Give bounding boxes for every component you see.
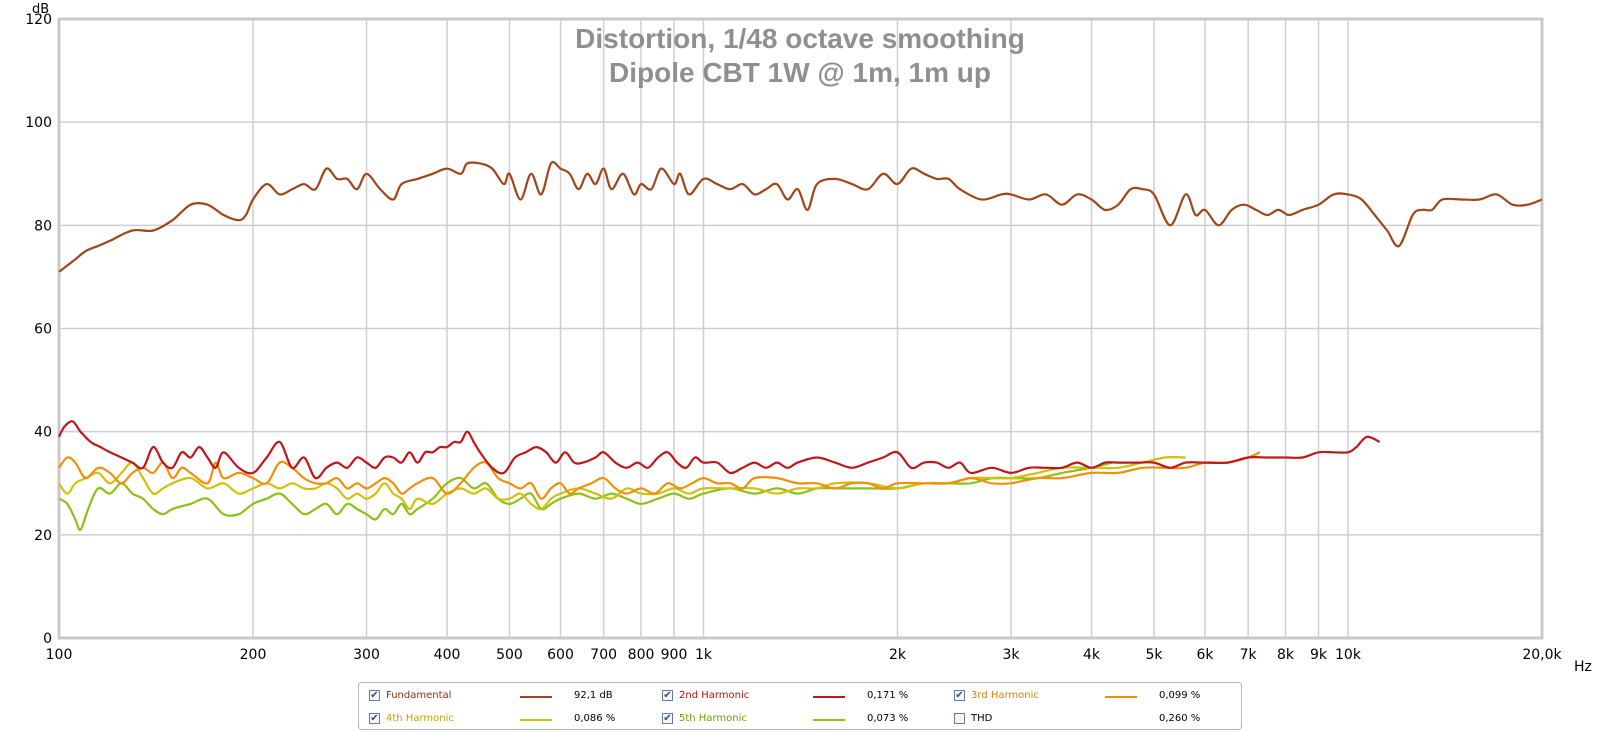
series-4th-harmonic-line bbox=[58, 456, 1186, 511]
checkbox-thd[interactable] bbox=[954, 713, 965, 724]
legend-value: 0,099 % bbox=[1159, 690, 1201, 701]
y-tick-label: 60 bbox=[34, 322, 52, 338]
legend-item-3rd-harmonic[interactable]: ✔ 3rd Harmonic 0,099 % bbox=[954, 689, 1224, 705]
x-tick-label: 400 bbox=[434, 647, 461, 663]
y-tick-label: 100 bbox=[25, 115, 52, 131]
x-tick-label: 2k bbox=[889, 647, 907, 663]
y-tick-label: 80 bbox=[34, 218, 52, 234]
x-tick-label: 7k bbox=[1240, 647, 1258, 663]
y-tick-label: 40 bbox=[34, 425, 52, 441]
x-tick-label: 8k bbox=[1277, 647, 1295, 663]
checkbox-fundamental[interactable]: ✔ bbox=[369, 690, 380, 701]
x-tick-label: 300 bbox=[353, 647, 380, 663]
legend-value: 0,260 % bbox=[1159, 713, 1201, 724]
legend-label: 3rd Harmonic bbox=[971, 690, 1039, 701]
legend-item-4th-harmonic[interactable]: ✔ 4th Harmonic 0,086 % bbox=[369, 712, 639, 728]
x-tick-label: 1k bbox=[695, 647, 713, 663]
series-layer bbox=[58, 161, 1543, 532]
y-tick-label: 20 bbox=[34, 528, 52, 544]
legend-swatch bbox=[520, 719, 552, 721]
grid bbox=[59, 19, 1542, 638]
checkbox-5th-harmonic[interactable]: ✔ bbox=[662, 713, 673, 724]
axes: 100 200 300 400 500 600 700 800 900 1k 2k 3k 4k 5k 6k 7… bbox=[25, 12, 1562, 663]
checkbox-2nd-harmonic[interactable]: ✔ bbox=[662, 690, 673, 701]
x-tick-label: 6k bbox=[1197, 647, 1215, 663]
x-tick-label: 20,0k bbox=[1522, 647, 1562, 663]
legend-label: 2nd Harmonic bbox=[679, 690, 750, 701]
x-tick-label: 500 bbox=[496, 647, 523, 663]
legend-value: 0,073 % bbox=[867, 713, 909, 724]
legend-label: Fundamental bbox=[386, 690, 452, 701]
legend-swatch bbox=[1105, 696, 1137, 698]
legend-value: 92,1 dB bbox=[574, 690, 613, 701]
x-axis-label: Hz bbox=[1574, 659, 1592, 675]
legend-label: 4th Harmonic bbox=[386, 713, 454, 724]
y-axis-label: dB bbox=[32, 2, 49, 17]
checkbox-4th-harmonic[interactable]: ✔ bbox=[369, 713, 380, 724]
legend-item-fundamental[interactable]: ✔ Fundamental 92,1 dB bbox=[369, 689, 639, 705]
distortion-chart: 100 200 300 400 500 600 700 800 900 1k 2k 3k 4k 5k 6k 7… bbox=[25, 2, 1592, 675]
chart-title: Distortion, 1/48 octave smoothing bbox=[575, 23, 1025, 54]
legend-item-2nd-harmonic[interactable]: ✔ 2nd Harmonic 0,171 % bbox=[662, 689, 932, 705]
x-tick-label: 700 bbox=[590, 647, 617, 663]
legend-swatch bbox=[520, 696, 552, 698]
legend: ✔ Fundamental 92,1 dB ✔ 2nd Harmonic 0,1… bbox=[358, 682, 1242, 730]
series-fundamental-line bbox=[58, 161, 1543, 273]
legend-item-5th-harmonic[interactable]: ✔ 5th Harmonic 0,073 % bbox=[662, 712, 932, 728]
series-2nd-harmonic-line bbox=[58, 420, 1381, 480]
chart-subtitle: Dipole CBT 1W @ 1m, 1m up bbox=[609, 57, 991, 88]
x-tick-label: 3k bbox=[1002, 647, 1020, 663]
legend-label: 5th Harmonic bbox=[679, 713, 747, 724]
legend-value: 0,171 % bbox=[867, 690, 909, 701]
legend-item-thd[interactable]: THD 0,260 % bbox=[954, 712, 1224, 728]
legend-swatch bbox=[813, 719, 845, 721]
legend-value: 0,086 % bbox=[574, 713, 616, 724]
x-tick-label: 100 bbox=[46, 647, 73, 663]
legend-swatch bbox=[813, 696, 845, 698]
x-tick-label: 200 bbox=[240, 647, 267, 663]
series-3rd-harmonic-line bbox=[58, 451, 1261, 500]
x-tick-label: 600 bbox=[547, 647, 574, 663]
y-tick-label: 120 bbox=[25, 12, 52, 28]
x-tick-label: 900 bbox=[661, 647, 688, 663]
y-tick-label: 0 bbox=[43, 631, 52, 647]
x-tick-label: 5k bbox=[1145, 647, 1163, 663]
x-tick-label: 9k bbox=[1310, 647, 1328, 663]
x-tick-label: 800 bbox=[628, 647, 655, 663]
x-tick-label: 4k bbox=[1083, 647, 1101, 663]
legend-label: THD bbox=[971, 713, 993, 724]
checkbox-3rd-harmonic[interactable]: ✔ bbox=[954, 690, 965, 701]
x-tick-label: 10k bbox=[1335, 647, 1362, 663]
